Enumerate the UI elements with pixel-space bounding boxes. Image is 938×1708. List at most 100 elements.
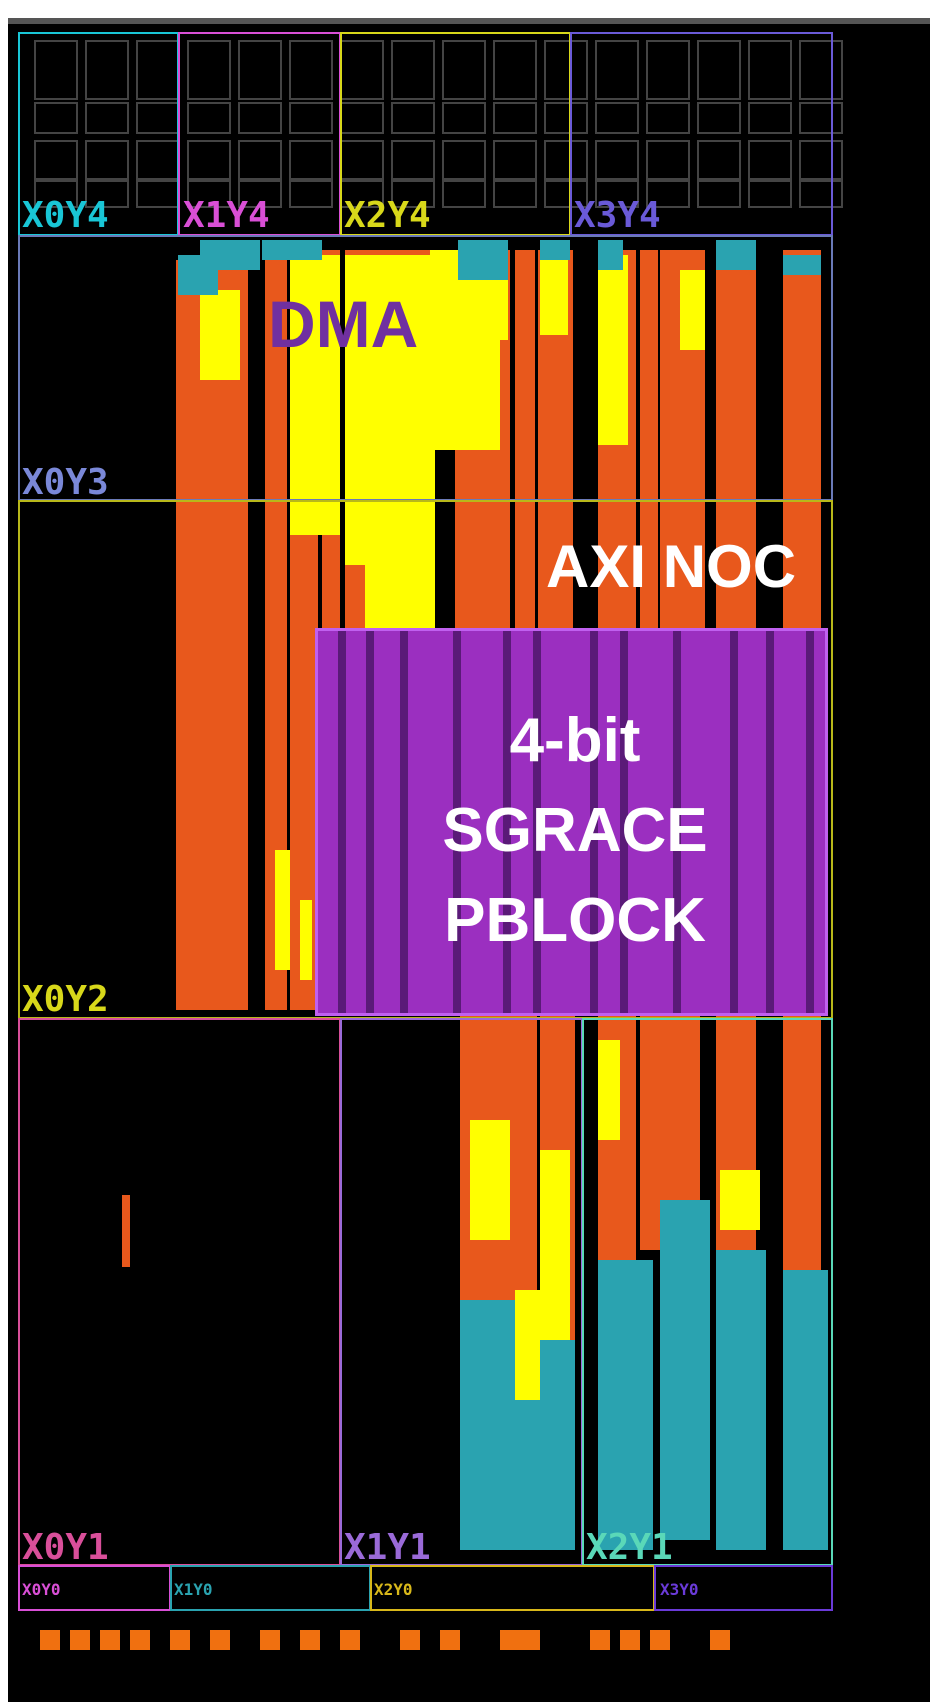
hard-block-tile	[697, 102, 741, 134]
hard-block-tile	[646, 102, 690, 134]
teal-logic-patch	[262, 240, 322, 260]
hard-block-tile	[34, 180, 78, 208]
orange-logic-column	[640, 1010, 660, 1250]
pblock-column-gap	[366, 631, 374, 1013]
teal-logic-patch	[598, 240, 623, 270]
clock-region-X3Y0	[654, 1565, 833, 1611]
hard-block-tile	[493, 180, 537, 208]
hard-block-tile	[187, 140, 231, 180]
region-label-X0Y2: X0Y2	[22, 979, 109, 1020]
orange-logic-column	[783, 1010, 821, 1270]
io-block	[620, 1630, 640, 1650]
teal-logic-patch	[540, 240, 570, 260]
hard-block-tile	[595, 40, 639, 100]
region-label-X1Y1: X1Y1	[344, 1527, 431, 1568]
yellow-logic-patch	[200, 290, 240, 380]
teal-logic-patch	[783, 1270, 828, 1550]
pblock-column-gap	[590, 631, 598, 1013]
pblock-column-gap	[400, 631, 408, 1013]
io-block	[590, 1630, 610, 1650]
clock-region-X2Y1	[582, 1018, 833, 1566]
yellow-logic-patch	[300, 900, 312, 980]
io-block	[170, 1630, 190, 1650]
hard-block-tile	[289, 102, 333, 134]
io-block	[440, 1630, 460, 1650]
orange-logic-block	[122, 1195, 130, 1267]
hard-block-tile	[748, 40, 792, 100]
hard-block-tile	[187, 180, 231, 208]
region-label-X0Y3: X0Y3	[22, 462, 109, 503]
hard-block-tile	[544, 180, 588, 208]
hard-block-tile	[34, 40, 78, 100]
yellow-logic-patch	[540, 255, 568, 335]
hard-block-tile	[238, 40, 282, 100]
sgrace-pblock	[315, 628, 828, 1016]
hard-block-tile	[544, 140, 588, 180]
hard-block-tile	[595, 180, 639, 208]
pblock-column-gap	[730, 631, 738, 1013]
io-block	[70, 1630, 90, 1650]
hard-block-tile	[238, 140, 282, 180]
region-label-X1Y4: X1Y4	[183, 195, 270, 236]
hard-block-tile	[442, 180, 486, 208]
teal-logic-patch	[200, 240, 260, 270]
hard-block-tile	[544, 40, 588, 100]
teal-logic-patch	[515, 1400, 540, 1550]
hard-block-tile	[289, 180, 333, 208]
io-block	[100, 1630, 120, 1650]
yellow-logic-patch	[345, 255, 435, 565]
teal-logic-patch	[783, 255, 821, 275]
teal-logic-patch	[598, 1260, 653, 1550]
io-block	[400, 1630, 420, 1650]
hard-block-tile	[34, 140, 78, 180]
yellow-logic-patch	[680, 270, 705, 350]
io-block	[260, 1630, 280, 1650]
pblock-column-gap	[620, 631, 628, 1013]
pblock-label-line2: SGRACE	[442, 796, 708, 865]
region-label-X0Y0: X0Y0	[22, 1580, 61, 1599]
pblock-label-line1: 4-bit	[509, 706, 641, 775]
region-label-X1Y0: X1Y0	[174, 1580, 213, 1599]
hard-block-tile	[34, 102, 78, 134]
hard-block-tile	[595, 140, 639, 180]
hard-block-tile	[697, 140, 741, 180]
yellow-logic-patch	[540, 1150, 570, 1340]
yellow-logic-patch	[365, 560, 435, 640]
hard-block-tile	[391, 140, 435, 180]
hard-block-tile	[646, 180, 690, 208]
region-label-X3Y4: X3Y4	[574, 195, 661, 236]
hard-block-tile	[799, 102, 843, 134]
yellow-logic-patch	[275, 850, 290, 970]
hard-block-tile	[493, 140, 537, 180]
yellow-logic-patch	[290, 255, 340, 535]
hard-block-tile	[748, 140, 792, 180]
io-block	[710, 1630, 730, 1650]
pblock-column-gap	[453, 631, 461, 1013]
hard-block-tile	[187, 102, 231, 134]
hard-block-tile	[442, 102, 486, 134]
hard-block-tile	[85, 102, 129, 134]
hard-block-tile	[646, 40, 690, 100]
io-block	[40, 1630, 60, 1650]
clock-region-X2Y0	[370, 1565, 655, 1611]
hard-block-tile	[544, 102, 588, 134]
hard-block-tile	[748, 180, 792, 208]
io-block	[340, 1630, 360, 1650]
hard-block-tile	[238, 180, 282, 208]
hard-block-tile	[646, 140, 690, 180]
hard-block-tile	[391, 102, 435, 134]
orange-logic-column	[265, 250, 287, 1010]
hard-block-tile	[85, 140, 129, 180]
clock-region-X1Y1	[340, 1018, 583, 1566]
teal-logic-patch	[716, 1250, 766, 1550]
orange-logic-column	[176, 260, 248, 1010]
io-block	[210, 1630, 230, 1650]
io-block	[520, 1630, 540, 1650]
pblock-label-line3: PBLOCK	[444, 886, 706, 955]
hard-block-tile	[238, 102, 282, 134]
pblock-column-gap	[806, 631, 814, 1013]
region-label-X2Y1: X2Y1	[586, 1527, 673, 1568]
yellow-logic-patch	[720, 1170, 760, 1230]
clock-region-X0Y1	[18, 1018, 341, 1566]
